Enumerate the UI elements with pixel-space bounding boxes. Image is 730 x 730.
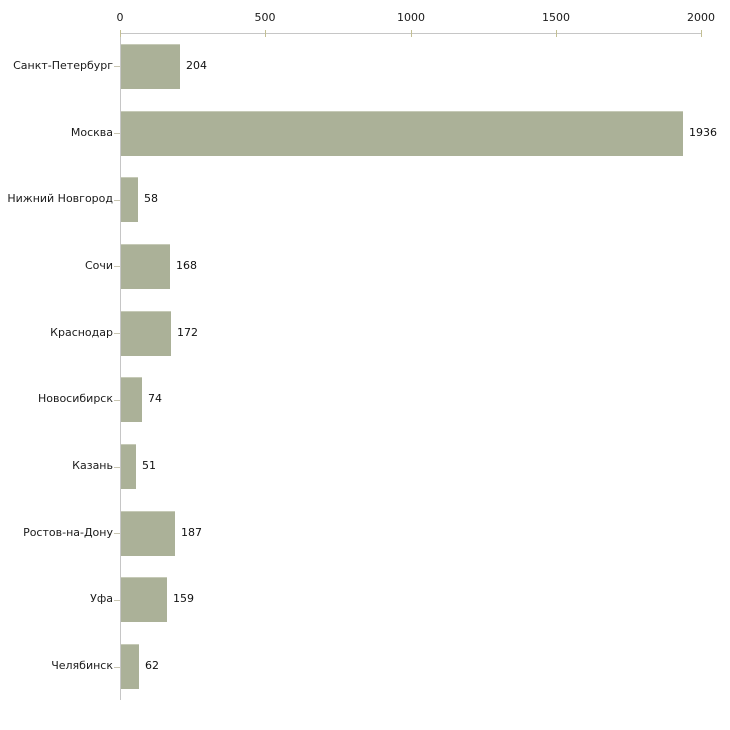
category-label: Краснодар — [50, 326, 113, 339]
bar — [121, 311, 171, 356]
bar-value-label: 187 — [181, 526, 202, 539]
bar — [121, 44, 180, 89]
category-label: Уфа — [90, 592, 113, 605]
bar — [121, 444, 136, 489]
y-axis-tick-mark — [114, 667, 120, 668]
bar — [121, 244, 170, 289]
bar-value-label: 58 — [144, 192, 158, 205]
bar-value-label: 62 — [145, 659, 159, 672]
category-label: Санкт-Петербург — [13, 59, 113, 72]
category-label: Новосибирск — [37, 392, 113, 405]
bar-value-label: 168 — [176, 259, 197, 272]
y-axis-tick-mark — [114, 600, 120, 601]
bar-value-label: 74 — [148, 392, 162, 405]
x-axis-tick-label: 1500 — [542, 11, 570, 24]
x-axis-tick-label: 1000 — [397, 11, 425, 24]
bar — [121, 177, 138, 222]
bar — [121, 644, 139, 689]
category-label: Казань — [72, 459, 113, 472]
x-axis-tick-label: 0 — [116, 11, 124, 24]
bar — [121, 577, 167, 622]
x-axis-tick-mark — [411, 30, 412, 37]
category-label: Нижний Новгород — [7, 192, 113, 205]
x-axis-tick-mark — [701, 30, 702, 37]
x-axis-tick-mark — [265, 30, 266, 37]
bar — [121, 377, 142, 422]
y-axis-tick-mark — [114, 533, 120, 534]
x-axis-tick-label: 2000 — [687, 11, 715, 24]
bar-value-label: 51 — [142, 459, 156, 472]
category-label: Челябинск — [51, 659, 113, 672]
bar — [121, 111, 683, 156]
x-axis-tick-mark — [120, 30, 121, 37]
bar-value-label: 172 — [177, 326, 198, 339]
y-axis-tick-mark — [114, 333, 120, 334]
category-label: Москва — [70, 126, 113, 139]
y-axis-tick-mark — [114, 200, 120, 201]
y-axis-tick-mark — [114, 400, 120, 401]
y-axis-line — [120, 33, 121, 700]
category-label: Сочи — [84, 259, 113, 272]
category-label: Ростов-на-Дону — [23, 526, 113, 539]
y-axis-tick-mark — [114, 467, 120, 468]
y-axis-tick-mark — [114, 66, 120, 67]
y-axis-tick-mark — [114, 266, 120, 267]
x-axis-line — [120, 33, 701, 34]
bar — [121, 511, 175, 556]
x-axis-tick-mark — [556, 30, 557, 37]
bar-value-label: 1936 — [689, 126, 717, 139]
y-axis-tick-mark — [114, 133, 120, 134]
bar-value-label: 204 — [186, 59, 207, 72]
x-axis-tick-label: 500 — [254, 11, 276, 24]
bar-value-label: 159 — [173, 592, 194, 605]
